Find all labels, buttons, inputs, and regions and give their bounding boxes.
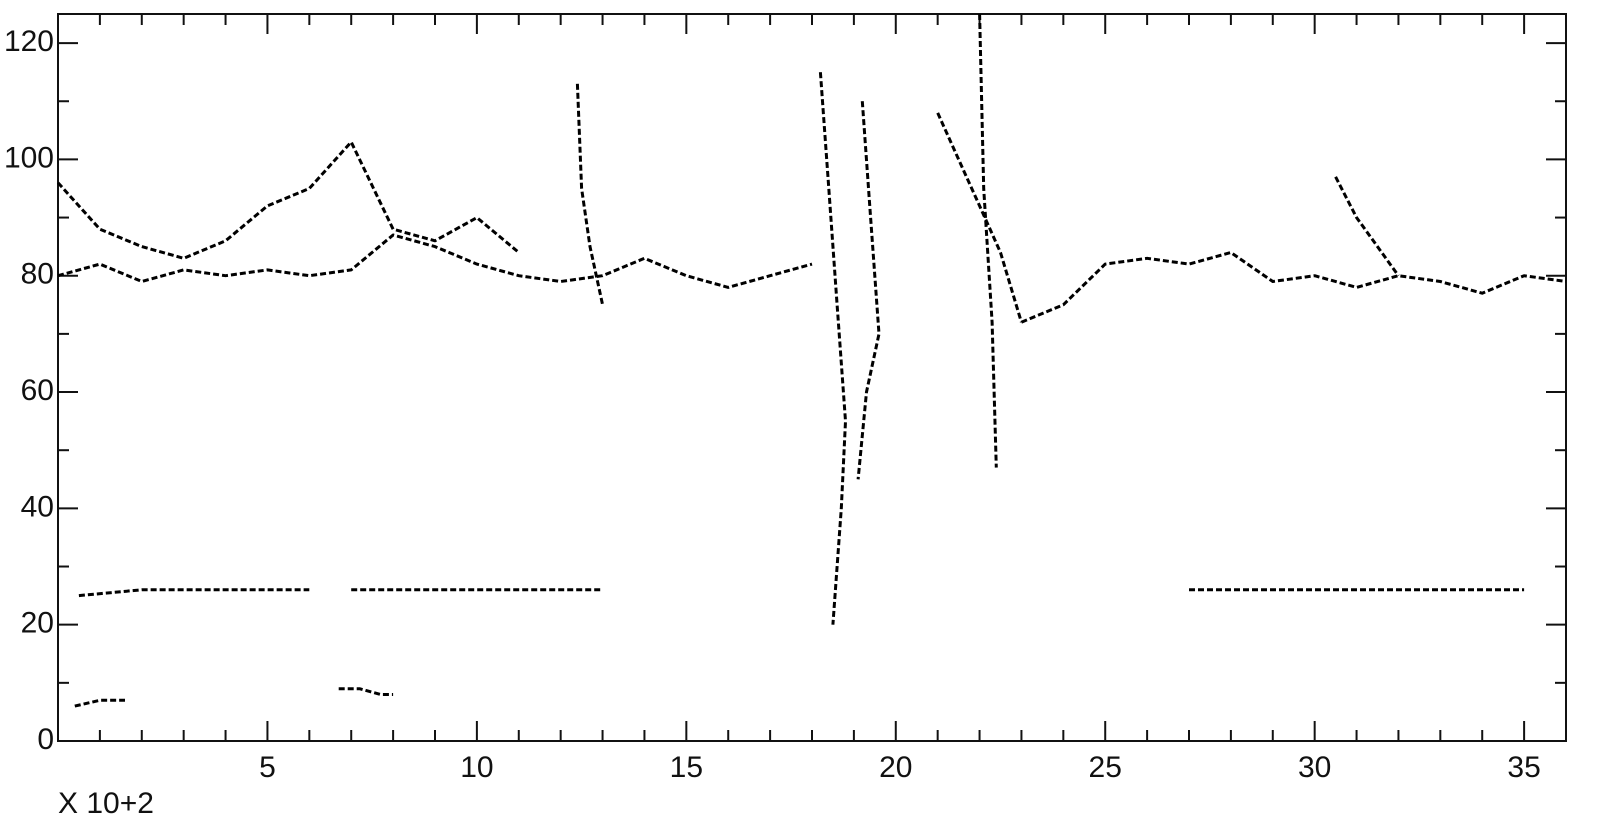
- y-tick-label: 20: [21, 607, 54, 640]
- plot-frame: [57, 13, 1567, 742]
- contour-trace: [78, 588, 1525, 598]
- x-axis-label: X 10+2: [58, 787, 154, 820]
- x-tick-label: 25: [1089, 751, 1122, 784]
- y-tick-label: 40: [21, 490, 54, 523]
- x-tick-label: 20: [879, 751, 912, 784]
- x-tick-label: 15: [670, 751, 703, 784]
- y-tick-label: 60: [21, 374, 54, 407]
- x-tick-label: 10: [460, 751, 493, 784]
- contour-trace: [74, 687, 394, 708]
- y-tick-label: 0: [37, 723, 54, 756]
- y-tick-label: 80: [21, 258, 54, 291]
- contour-trace: [978, 13, 998, 468]
- contour-trace: [856, 101, 881, 480]
- contour-trace: [57, 233, 813, 289]
- contour-trace: [575, 83, 605, 306]
- contour-trace: [56, 140, 520, 260]
- x-tick-label: 30: [1298, 751, 1331, 784]
- x-tick-label: 35: [1507, 751, 1540, 784]
- contour-trace: [818, 72, 847, 625]
- x-tick-label: 5: [259, 751, 276, 784]
- y-tick-label: 120: [4, 25, 54, 58]
- contour-trace: [1020, 251, 1567, 324]
- y-tick-label: 100: [4, 141, 54, 174]
- contour-trace: [1334, 176, 1400, 277]
- contour-trace: [936, 112, 1023, 323]
